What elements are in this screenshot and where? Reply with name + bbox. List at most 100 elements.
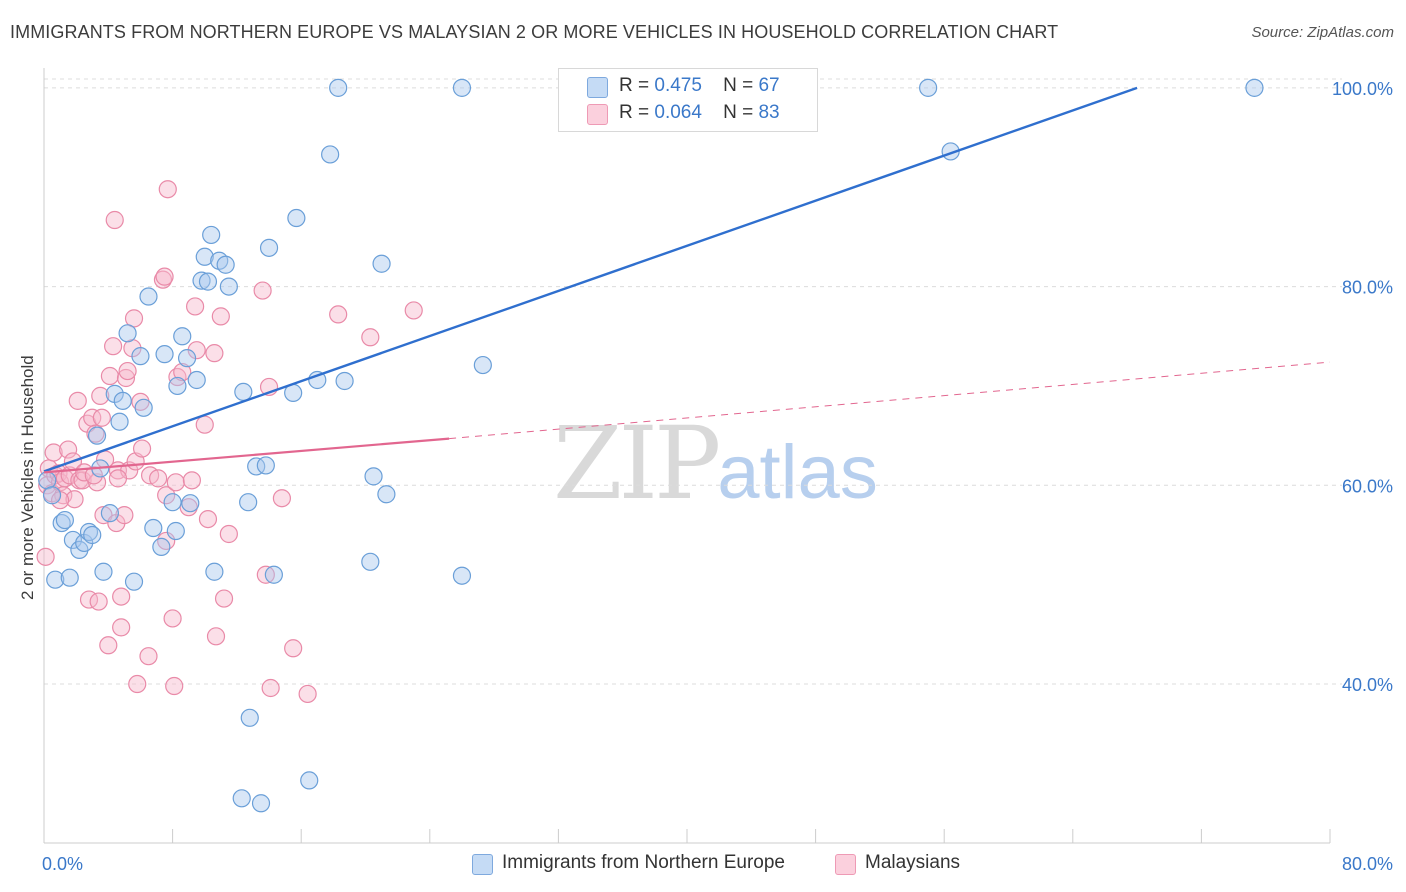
- malaysians-point: [112, 618, 131, 637]
- malaysians-point: [65, 490, 84, 509]
- malaysians-point: [219, 524, 238, 544]
- malaysians-point: [165, 676, 184, 696]
- northern-europe-point: [195, 247, 214, 266]
- malaysians-point: [261, 678, 280, 698]
- axes: [43, 68, 1331, 844]
- northern-europe-point: [1245, 78, 1264, 97]
- northern-europe-point: [63, 530, 83, 550]
- y-axis-title: 2 or more Vehicles in Household: [18, 355, 37, 600]
- malaysians-point: [104, 337, 123, 356]
- malaysians-point: [36, 547, 55, 566]
- source-label: Source: ZipAtlas.com: [1251, 24, 1394, 41]
- northern-europe-point: [251, 794, 271, 813]
- malaysians-point: [157, 486, 176, 505]
- y-tick-label: 60.0%: [1342, 476, 1393, 496]
- northern-europe-point: [144, 518, 163, 538]
- northern-europe-point: [52, 513, 71, 533]
- northern-europe-point: [202, 225, 221, 245]
- northern-europe-point: [192, 271, 211, 290]
- legend-swatch-blue: [587, 77, 608, 98]
- legend-r-value: 0.064: [654, 102, 702, 123]
- legend-r-label: R =: [619, 102, 650, 123]
- northern-europe-point: [134, 398, 153, 417]
- malaysians-point: [272, 489, 292, 508]
- northern-europe-point: [240, 708, 259, 727]
- northern-europe-point: [247, 457, 266, 476]
- malaysians-point: [59, 440, 78, 459]
- northern-europe-point: [173, 327, 192, 346]
- y-tick-label: 40.0%: [1342, 675, 1393, 695]
- northern-europe-point: [234, 382, 253, 402]
- trend-lines: [43, 86, 1331, 474]
- northern-europe-point: [377, 485, 396, 504]
- northern-europe-point: [198, 272, 218, 291]
- northern-europe-point: [219, 277, 238, 296]
- northern-europe-point: [110, 412, 129, 431]
- northern-europe-point: [152, 537, 171, 557]
- northern-europe-point: [321, 145, 340, 164]
- malaysians-point: [155, 267, 174, 286]
- y-tick-label: 80.0%: [1342, 278, 1393, 298]
- malaysians-point: [158, 180, 177, 199]
- malaysians-point: [118, 361, 137, 381]
- malaysians-points: [36, 180, 423, 704]
- malaysians-point: [284, 639, 303, 658]
- northern-europe-point: [87, 426, 107, 445]
- northern-europe-point: [187, 370, 206, 390]
- northern-europe-point: [100, 504, 120, 523]
- malaysians-point: [99, 636, 118, 655]
- northern-europe-point: [264, 565, 283, 584]
- malaysians-point: [182, 471, 201, 490]
- northern-europe-point: [79, 522, 99, 542]
- malaysians-point: [298, 684, 317, 704]
- malaysians-point: [206, 627, 226, 646]
- northern-europe-point: [300, 771, 319, 790]
- northern-europe-point: [287, 208, 306, 228]
- malaysians-point: [214, 589, 234, 608]
- northern-europe-point: [364, 467, 383, 486]
- y-tick-label: 100.0%: [1332, 79, 1393, 99]
- legend-n-value: 67: [758, 75, 780, 96]
- legend-n-value: 83: [758, 102, 780, 123]
- northern-europe-point: [329, 78, 348, 97]
- legend-swatch-pink: [835, 854, 856, 875]
- northern-europe-point: [83, 525, 102, 545]
- malaysians-trend-line: [43, 437, 450, 474]
- malaysians-point: [166, 473, 185, 492]
- malaysians-point: [116, 368, 136, 388]
- northern-europe-trend-line: [43, 86, 1138, 473]
- northern-europe-point: [372, 254, 391, 273]
- legend-r-value: 0.475: [654, 75, 702, 96]
- malaysians-point: [84, 466, 103, 485]
- malaysians-point: [92, 408, 111, 427]
- legend-swatch-blue: [472, 854, 493, 875]
- northern-europe-point: [166, 521, 185, 541]
- northern-europe-point: [239, 493, 258, 512]
- northern-europe-point: [361, 552, 380, 571]
- legend-n-label: N =: [723, 75, 754, 96]
- northern-europe-points: [38, 78, 1264, 813]
- northern-europe-point: [113, 391, 132, 410]
- x-tick-label: 80.0%: [1342, 854, 1393, 874]
- malaysians-point: [105, 210, 124, 230]
- malaysians-point: [128, 674, 147, 694]
- malaysians-point: [157, 531, 176, 551]
- malaysians-point: [361, 328, 380, 347]
- malaysians-point: [139, 647, 158, 666]
- malaysians-point: [91, 386, 110, 405]
- northern-europe-point: [46, 570, 65, 589]
- malaysians-trend-extension: [449, 361, 1331, 440]
- malaysians-point: [132, 439, 152, 458]
- northern-europe-point: [55, 510, 74, 530]
- tick-labels: 40.0% 60.0% 80.0% 100.0% 0.0% 80.0%: [42, 79, 1393, 874]
- northern-europe-point: [335, 371, 354, 391]
- northern-europe-point: [256, 456, 275, 475]
- malaysians-point: [153, 270, 173, 289]
- legend-label: Immigrants from Northern Europe: [502, 852, 785, 873]
- malaysians-point: [173, 362, 192, 382]
- malaysians-point: [112, 587, 131, 606]
- malaysians-point: [89, 592, 108, 611]
- northern-europe-point: [118, 324, 137, 343]
- legend-swatch-pink: [587, 104, 608, 125]
- legend-r-label: R =: [619, 75, 650, 96]
